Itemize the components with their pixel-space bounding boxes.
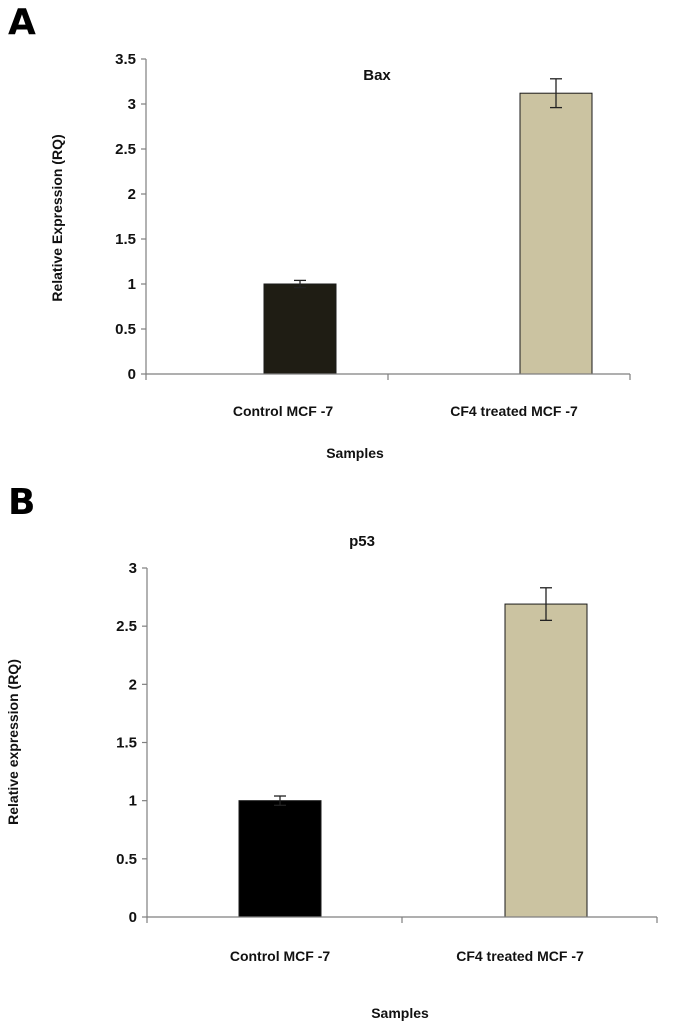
panel-b-title: p53 (349, 533, 375, 550)
panel-a-y-tick-label: 0.5 (115, 321, 136, 338)
panel-b-axes (146, 568, 658, 923)
panel-b-y-tick-label: 0.5 (116, 851, 137, 868)
panel-b-y-tick-label: 0 (129, 909, 137, 926)
panel-a-category-label-1: Control MCF -7 (233, 403, 334, 419)
panel-b-y-tick-label: 1.5 (116, 735, 137, 752)
panel-a-y-tick-label: 2 (128, 186, 136, 203)
panel-a-y-tick-label: 1.5 (115, 231, 136, 248)
panel-b-y-tick-label: 3 (129, 560, 137, 577)
panel-a-axes (145, 59, 631, 380)
panel-a-y-ticks: 0 0.5 1 1.5 2 2.5 3 3.5 (115, 51, 146, 383)
panel-b-category-labels: Control MCF -7 CF4 treated MCF -7 (230, 948, 584, 964)
panel-a-bars (263, 78, 593, 375)
panel-b-bars (238, 587, 588, 918)
chart-panel-a: A Bax Relative Expression (RQ) Samples 0… (8, 2, 631, 461)
panel-a-y-tick-label: 2.5 (115, 141, 136, 158)
panel-a-y-tick-label: 0 (128, 366, 136, 383)
panel-a-y-tick-label: 3.5 (115, 51, 136, 68)
panel-b-bar-1 (238, 800, 322, 918)
panel-b-label: B (8, 482, 35, 523)
panel-b-y-tick-label: 1 (129, 793, 137, 810)
chart-panel-b: B p53 Relative expression (RQ) Samples 0… (5, 482, 658, 1021)
panel-b-y-axis-title: Relative expression (RQ) (5, 659, 21, 825)
panel-b-category-label-1: Control MCF -7 (230, 948, 331, 964)
panel-a-bar-2 (519, 92, 593, 375)
panel-a-y-axis-title: Relative Expression (RQ) (49, 134, 65, 301)
panel-b-x-axis-title: Samples (371, 1005, 429, 1021)
panel-b-y-tick-label: 2 (129, 676, 137, 693)
panel-a-title: Bax (363, 67, 391, 84)
panel-a-category-labels: Control MCF -7 CF4 treated MCF -7 (233, 403, 578, 419)
panel-b-category-label-2: CF4 treated MCF -7 (456, 948, 584, 964)
panel-a-y-tick-label: 1 (128, 276, 136, 293)
panel-a-category-label-2: CF4 treated MCF -7 (450, 403, 578, 419)
panel-a-label: A (8, 2, 36, 43)
panel-b-y-tick-label: 2.5 (116, 618, 137, 635)
panel-b-y-ticks: 0 0.5 1 1.5 2 2.5 3 (116, 560, 147, 926)
panel-a-bar-1 (263, 283, 337, 375)
panel-b-bar-2 (504, 603, 588, 918)
panel-a-y-tick-label: 3 (128, 96, 136, 113)
panel-a-x-axis-title: Samples (326, 445, 384, 461)
